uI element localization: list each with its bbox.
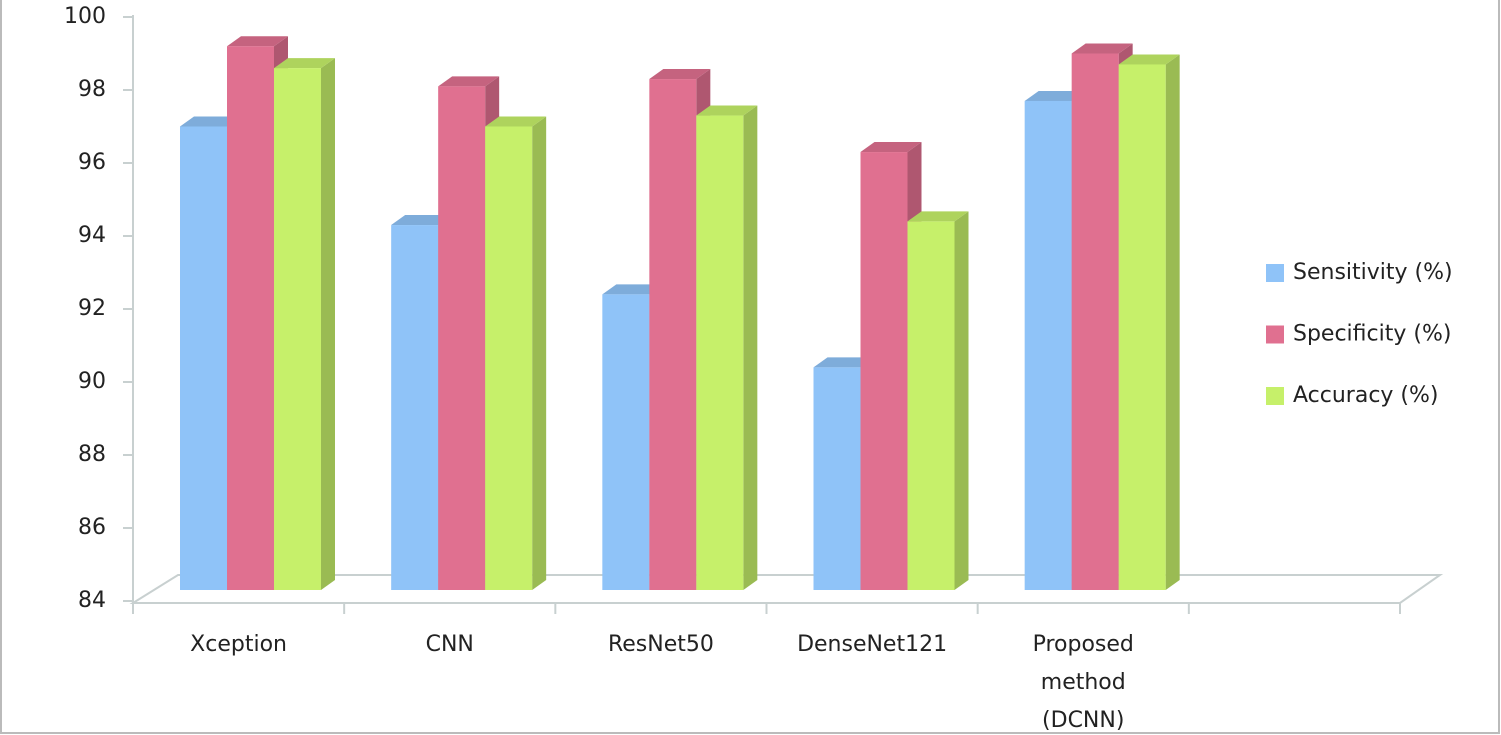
bar-top xyxy=(860,142,922,153)
bar-front xyxy=(1118,64,1166,590)
bar xyxy=(907,211,969,590)
x-tick-label: Proposed method (DCNN) xyxy=(1033,632,1134,733)
bar-front xyxy=(227,46,274,590)
bar-side xyxy=(1165,54,1180,590)
bar-front xyxy=(180,126,227,590)
bar-front xyxy=(696,115,744,591)
legend-swatch xyxy=(1266,387,1284,405)
bar-front xyxy=(602,294,650,590)
bar-front xyxy=(813,367,861,590)
y-tick-label: 96 xyxy=(78,150,106,175)
y-tick-label: 88 xyxy=(78,442,106,467)
bar-front xyxy=(860,152,908,591)
bar-front xyxy=(438,86,486,590)
bar-top xyxy=(649,69,711,80)
y-tick-label: 92 xyxy=(78,296,106,321)
bar-side xyxy=(954,211,969,590)
y-tick-label: 84 xyxy=(78,588,106,613)
bar-top xyxy=(813,357,875,368)
x-tick-label: Xception xyxy=(190,632,287,657)
bar-top xyxy=(696,105,758,116)
bar-side xyxy=(743,105,758,591)
bar-top xyxy=(1118,54,1180,65)
bar-side xyxy=(321,58,335,591)
bar-front xyxy=(1024,100,1072,590)
bar-side xyxy=(532,116,547,590)
y-tick-label: 90 xyxy=(78,369,106,394)
bar-top xyxy=(227,36,288,47)
legend-label: Specificity (%) xyxy=(1293,322,1451,347)
bar xyxy=(696,105,758,591)
bar-top xyxy=(438,76,500,87)
y-tick-label: 98 xyxy=(78,77,106,102)
x-tick-label: CNN xyxy=(426,632,474,657)
legend-swatch xyxy=(1266,264,1284,282)
bar-top xyxy=(180,116,241,127)
bar-front xyxy=(391,225,439,591)
legend-label: Accuracy (%) xyxy=(1293,383,1439,408)
bar-front xyxy=(485,126,533,590)
legend-swatch xyxy=(1266,325,1284,344)
bar xyxy=(1118,54,1180,590)
bar-top xyxy=(1024,90,1086,101)
bar-top xyxy=(485,116,547,127)
bar xyxy=(274,58,335,591)
bar-front xyxy=(1071,53,1119,590)
bar-front xyxy=(907,221,955,590)
legend-label: Sensitivity (%) xyxy=(1293,260,1453,285)
y-tick-label: 100 xyxy=(64,4,106,29)
bar-top xyxy=(907,211,969,222)
bar-front xyxy=(649,79,697,591)
bar-top xyxy=(602,284,664,295)
bar-top xyxy=(391,215,453,226)
y-tick-label: 86 xyxy=(78,515,106,540)
bar xyxy=(485,116,547,590)
bar-top xyxy=(274,58,335,69)
x-tick-label: DenseNet121 xyxy=(797,632,947,657)
x-tick-label: ResNet50 xyxy=(608,632,714,657)
y-tick-label: 94 xyxy=(78,223,106,248)
bar-top xyxy=(1071,43,1133,54)
bar-front xyxy=(274,68,321,591)
